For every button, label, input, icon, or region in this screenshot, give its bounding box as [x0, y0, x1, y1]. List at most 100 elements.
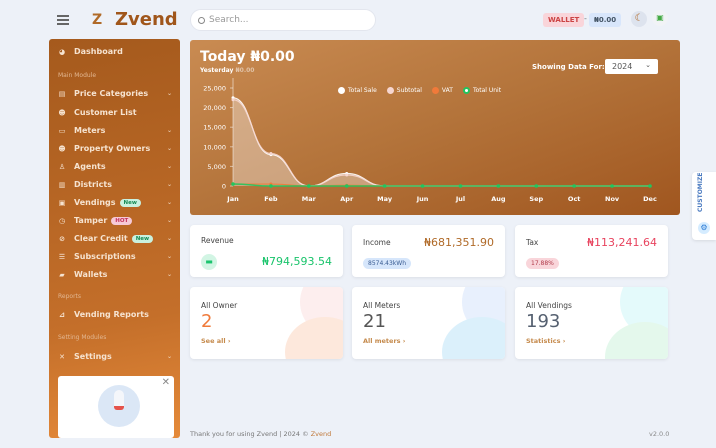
legend-marker [462, 87, 470, 94]
year-value: 2024 [612, 62, 633, 71]
statistics-link[interactable]: Statistics › [526, 337, 566, 345]
revenue-card: Revenue ▬ ₦794,593.54 [190, 225, 343, 277]
subtotal-point [345, 173, 349, 177]
sidebar-item-agents[interactable]: ♙ Agents ⌄ [58, 162, 176, 171]
income-label: Income [363, 238, 391, 247]
chevron-down-icon: ⌄ [166, 163, 172, 170]
footer-copy: Thank you for using Zvend | 2024 © [190, 430, 311, 438]
new-badge: New [119, 198, 141, 207]
menu-icon[interactable] [57, 15, 69, 25]
sidebar-item-customer-list[interactable]: ☻ Customer List [58, 108, 176, 117]
sidebar-item-districts[interactable]: ▥ Districts ⌄ [58, 180, 176, 189]
label: Settings [74, 352, 112, 361]
legend-item[interactable]: Subtotal [386, 87, 422, 94]
list-icon: ☰ [58, 252, 66, 261]
user-icon: ♙ [58, 162, 66, 171]
decor-blob [285, 317, 343, 359]
label: Districts [74, 180, 112, 189]
sidebar-item-property-owners[interactable]: ☻ Property Owners ⌄ [58, 144, 176, 153]
total-unit-point [458, 184, 463, 188]
moon-icon[interactable]: ☾ [631, 11, 647, 27]
chevron-down-icon: ⌄ [166, 235, 172, 242]
money-icon: ▬ [201, 254, 217, 270]
legend-marker [338, 87, 345, 94]
label: Price Categories [74, 89, 149, 98]
meters-count: 21 [363, 311, 386, 332]
label: Clear Credit [74, 234, 128, 243]
label: Customer List [74, 108, 137, 117]
sidebar-item-wallets[interactable]: ▰ Wallets ⌄ [58, 270, 176, 279]
subtotal-line [232, 99, 650, 187]
sidebar-item-vendings[interactable]: ▣ Vendings New ⌄ [58, 198, 176, 207]
x-tick-label: Mar [302, 195, 317, 203]
customize-panel-toggle[interactable]: CUSTOMIZE ⚙ [692, 172, 716, 240]
tax-card: Tax ₦113,241.64 17.88% [515, 225, 668, 277]
sidebar-item-meters[interactable]: ▭ Meters ⌄ [58, 126, 176, 135]
ban-icon: ⊘ [59, 234, 65, 243]
chevron-down-icon: ⌄ [166, 217, 172, 224]
legend-item[interactable]: VAT [431, 87, 453, 94]
footer-brand-link[interactable]: Zvend [310, 430, 332, 438]
total-unit-line [232, 183, 650, 187]
wallet-icon: ▰ [59, 270, 65, 279]
label: Agents [74, 162, 106, 171]
x-tick-label: Feb [264, 195, 278, 203]
version: v2.0.0 [649, 430, 670, 438]
meters-label: All Meters [363, 301, 401, 310]
sidebar-item-price-categories[interactable]: ▤ Price Categories ⌄ [58, 89, 176, 98]
chevron-down-icon: ⌄ [166, 127, 172, 134]
legend-item[interactable]: Total Unit [462, 87, 501, 94]
sidebar-item-dashboard[interactable]: ◕ Dashboard [58, 47, 176, 56]
total-unit-point [534, 184, 539, 188]
total-unit-point [269, 184, 273, 188]
chevron-down-icon: ⌄ [166, 181, 172, 188]
yesterday-total: Yesterday ₦0.00 [200, 67, 254, 74]
total-unit-point [610, 184, 614, 188]
rocket-icon [114, 390, 124, 410]
see-all-link[interactable]: See all › [201, 337, 231, 345]
label: Subscriptions [74, 252, 136, 261]
meter-icon: ▭ [58, 126, 66, 135]
avatar[interactable]: ▣ [652, 10, 668, 26]
label: Property Owners [74, 144, 151, 153]
owners-label: All Owner [201, 301, 238, 310]
legend-item[interactable]: Total Sale [338, 87, 377, 94]
chevron-down-icon: ⌄ [166, 90, 172, 97]
tag-list-icon: ▤ [58, 89, 66, 98]
chevron-down-icon: ⌄ [166, 253, 172, 260]
tamper-icon: ◷ [58, 216, 66, 225]
y-tick-label: 10,000 [203, 143, 226, 151]
owners-count: 2 [201, 311, 213, 332]
vending-icon: ▣ [58, 198, 66, 207]
x-tick-label: Nov [605, 195, 620, 203]
legend-marker [386, 87, 394, 94]
legend-label: Total Sale [348, 87, 377, 94]
users-icon: ☻ [58, 144, 66, 153]
label: Meters [74, 126, 106, 135]
vendings-count: 193 [526, 311, 561, 332]
sidebar-item-subscriptions[interactable]: ☰ Subscriptions ⌄ [58, 252, 176, 261]
sidebar: ◕ Dashboard Main Module ▤ Price Categories… [49, 39, 180, 438]
tax-value: ₦113,241.64 [587, 236, 657, 249]
units-badge: 8574.43kWh [363, 258, 412, 269]
y-tick-label: 25,000 [203, 85, 226, 93]
sidebar-item-vending-reports[interactable]: ⊿ Vending Reports [58, 310, 176, 319]
all-meters-link[interactable]: All meters › [363, 337, 406, 345]
vendings-label: All Vendings [526, 301, 572, 310]
close-icon[interactable]: ✕ [161, 377, 170, 388]
sidebar-item-clear-credit[interactable]: ⊘ Clear Credit New ⌄ [58, 234, 176, 243]
year-select[interactable]: 2024 ⌄ [605, 59, 658, 74]
y-tick-label: 5,000 [207, 163, 226, 171]
label: Wallets [74, 270, 108, 279]
sidebar-item-tamper[interactable]: ◷ Tamper HOT ⌄ [58, 216, 176, 225]
y-tick-label: 20,000 [203, 104, 226, 112]
sidebar-item-settings[interactable]: ✕ Settings ⌄ [58, 352, 176, 361]
x-tick-label: Jun [416, 195, 429, 203]
search-input[interactable]: Search... [190, 9, 376, 31]
x-tick-label: Aug [491, 195, 506, 203]
decor-blob [442, 317, 505, 359]
sales-line-chart: 0 5,000 10,000 15,000 20,000 25,000 Jan Feb Mar A… [203, 78, 657, 203]
x-tick-label: Oct [568, 195, 581, 203]
total-unit-point [344, 184, 349, 188]
pie-chart-icon: ◕ [58, 47, 66, 56]
